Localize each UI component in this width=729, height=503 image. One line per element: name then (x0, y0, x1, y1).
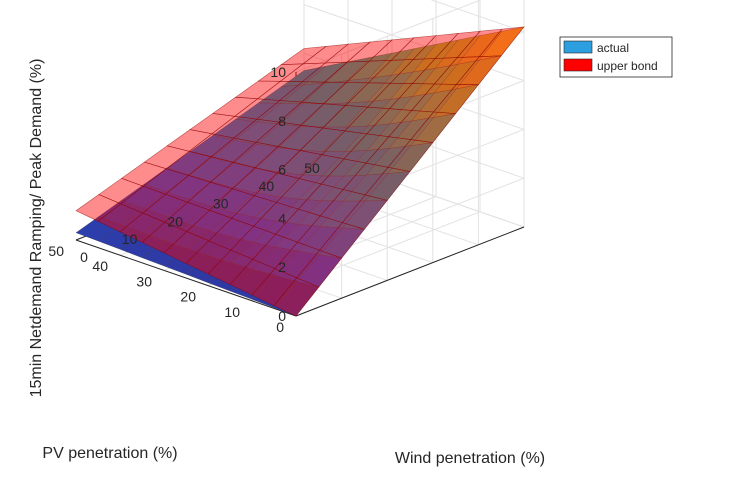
y-tick-label: 50 (304, 160, 320, 176)
surface-upper-bond (75, 26, 525, 317)
grid-line-z-wall-b-4 (430, 0, 525, 33)
y-tick-label: 30 (213, 196, 229, 212)
x-axis-line (75, 239, 297, 317)
y-tick-label: 0 (80, 249, 88, 265)
z-tick-label: 6 (278, 162, 286, 178)
z-axis-label: 15min Netdemand Ramping/ Peak Demand (%) (28, 59, 45, 398)
legend-swatch (563, 58, 593, 72)
surface-patch-1-9-0 (75, 194, 122, 222)
surface-patch-0-9-0 (75, 216, 122, 242)
x-axis-label: PV penetration (%) (42, 445, 177, 462)
grid-line-z-wall-a-5 (295, 0, 482, 73)
x-tick-label: 0 (276, 319, 284, 335)
z-tick-label: 2 (278, 259, 286, 275)
z-tick-label: 4 (278, 210, 286, 226)
x-tick-label: 40 (92, 258, 108, 274)
surface-actual (75, 26, 525, 317)
z-tick-label: 8 (278, 113, 286, 129)
x-tick-label: 30 (136, 273, 152, 289)
y-tick-label: 40 (259, 178, 275, 194)
x-tick-label: 50 (48, 243, 64, 259)
legend-swatch (563, 40, 593, 54)
legend-label: actual (597, 41, 629, 55)
legend: actual upper bond (559, 36, 673, 78)
z-tick-label: 10 (270, 64, 286, 80)
z-tick-label: 0 (278, 308, 286, 324)
legend-label: upper bond (597, 59, 658, 73)
x-tick-label: 10 (224, 304, 240, 320)
y-axis-label: Wind penetration (%) (395, 450, 545, 467)
y-tick-label: 10 (122, 231, 138, 247)
y-axis-line (295, 226, 525, 317)
tick-labels: 0 2 4 6 8 10 0 10 20 30 40 50 0 10 20 30 40 50 (48, 64, 320, 335)
y-tick-label: 20 (167, 213, 183, 229)
axis-labels: PV penetration (%) Wind penetration (%) 15… (28, 59, 545, 467)
x-tick-label: 20 (180, 289, 196, 305)
